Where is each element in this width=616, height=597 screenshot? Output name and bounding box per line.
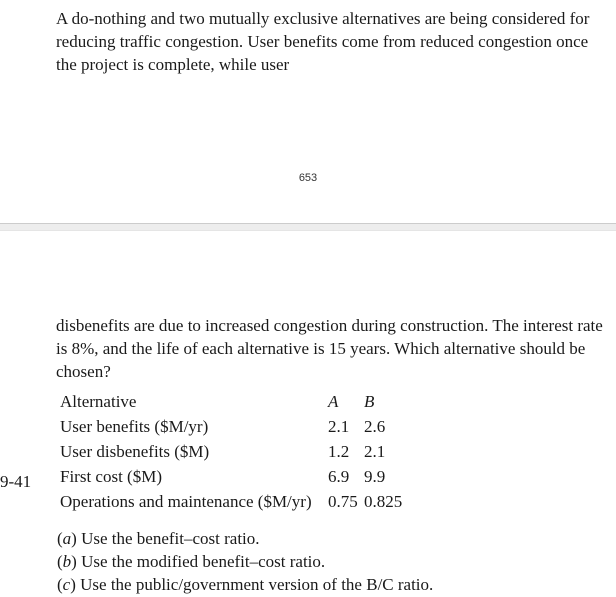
subpart-c: (c) Use the public/government version of… <box>57 574 433 597</box>
row-val-a: 1.2 <box>328 440 364 465</box>
row-label: Operations and maintenance ($M/yr) <box>60 490 328 515</box>
row-val-a: 0.75 <box>328 490 364 515</box>
row-val-b: 0.825 <box>364 490 414 515</box>
data-table: Alternative A B User benefits ($M/yr) 2.… <box>60 390 414 515</box>
table-row: First cost ($M) 6.9 9.9 <box>60 465 414 490</box>
subpart-c-text: ) Use the public/government version of t… <box>70 575 433 594</box>
row-label: User disbenefits ($M) <box>60 440 328 465</box>
subpart-a-text: ) Use the benefit–cost ratio. <box>71 529 259 548</box>
row-val-b: 2.6 <box>364 415 414 440</box>
row-label: First cost ($M) <box>60 465 328 490</box>
table-header-col-b: B <box>364 390 414 415</box>
row-val-a: 6.9 <box>328 465 364 490</box>
subpart-a-letter: a <box>63 529 72 548</box>
table-row: User benefits ($M/yr) 2.1 2.6 <box>60 415 414 440</box>
subparts: (a) Use the benefit–cost ratio. (b) Use … <box>57 528 433 597</box>
table-row: Operations and maintenance ($M/yr) 0.75 … <box>60 490 414 515</box>
problem-number: 9-41 <box>0 472 31 492</box>
section-divider <box>0 223 616 231</box>
paragraph-top: A do-nothing and two mutually exclusive … <box>56 8 596 77</box>
table-header-col-a: A <box>328 390 364 415</box>
table-header-label: Alternative <box>60 390 328 415</box>
subpart-b-letter: b <box>63 552 72 571</box>
paragraph-bottom: disbenefits are due to increased congest… <box>56 315 611 384</box>
row-val-b: 9.9 <box>364 465 414 490</box>
subpart-b-text: ) Use the modified benefit–cost ratio. <box>71 552 325 571</box>
table-header-row: Alternative A B <box>60 390 414 415</box>
row-val-b: 2.1 <box>364 440 414 465</box>
subpart-a: (a) Use the benefit–cost ratio. <box>57 528 433 551</box>
row-label: User benefits ($M/yr) <box>60 415 328 440</box>
table-row: User disbenefits ($M) 1.2 2.1 <box>60 440 414 465</box>
subpart-b: (b) Use the modified benefit–cost ratio. <box>57 551 433 574</box>
page-number: 653 <box>0 172 616 184</box>
row-val-a: 2.1 <box>328 415 364 440</box>
